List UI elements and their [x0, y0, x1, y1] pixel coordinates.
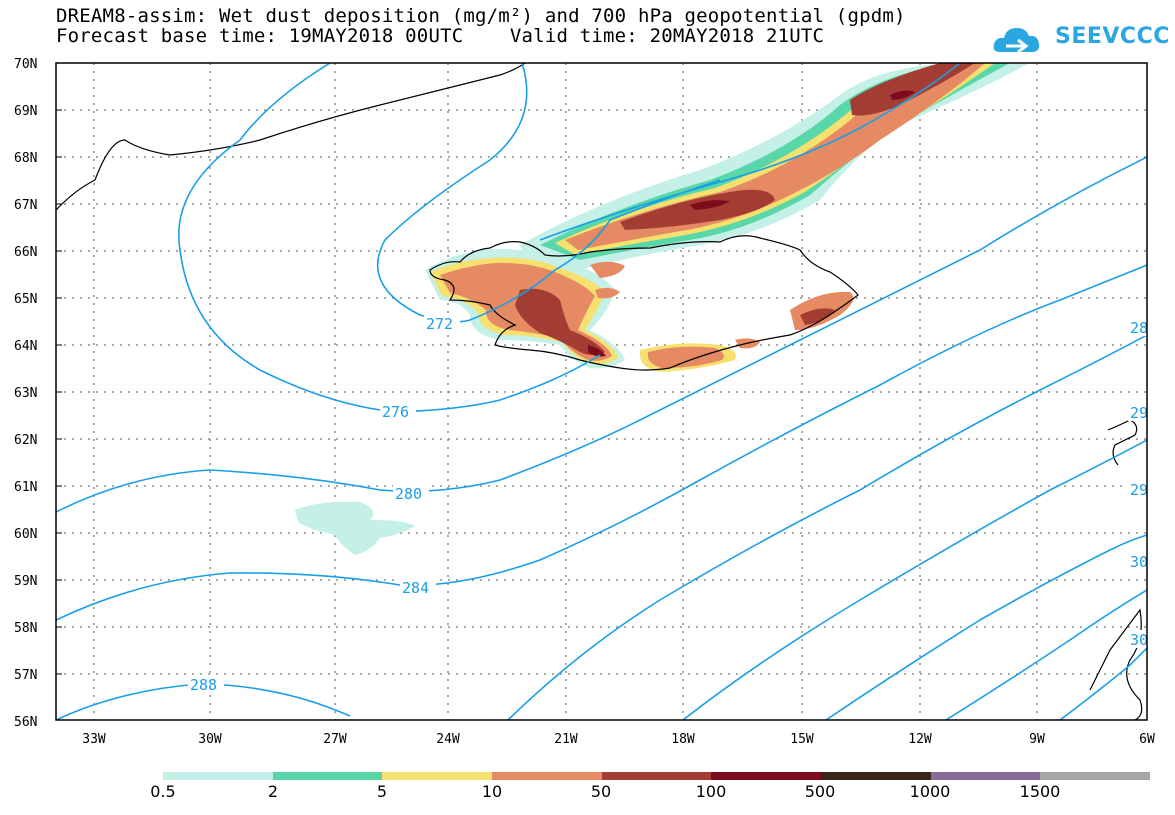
contour-label: 272 — [426, 315, 453, 333]
lat-label: 62N — [14, 433, 37, 448]
lon-label: 6W — [1139, 732, 1155, 747]
legend-swatch — [1040, 772, 1151, 780]
lon-label: 24W — [436, 732, 460, 747]
contour-label: 29 — [1130, 404, 1148, 422]
graticule — [56, 63, 1147, 720]
forecast-time-line: Forecast base time: 19MAY2018 00UTC Vali… — [56, 25, 825, 47]
lat-label: 64N — [14, 339, 37, 354]
lat-label: 57N — [14, 668, 37, 683]
legend-swatch — [382, 772, 493, 780]
legend-label: 100 — [695, 782, 727, 801]
contour-label: 280 — [395, 485, 422, 503]
chart-title: DREAM8-assim: Wet dust deposition (mg/m²… — [56, 5, 906, 27]
lon-label: 27W — [323, 732, 347, 747]
legend-swatch — [821, 772, 931, 780]
lon-label: 15W — [790, 732, 814, 747]
color-legend — [163, 772, 1151, 780]
lat-label: 67N — [14, 198, 37, 213]
legend-swatch — [601, 772, 712, 780]
lat-label: 63N — [14, 386, 37, 401]
lat-label: 66N — [14, 245, 37, 260]
legend-swatch — [492, 772, 602, 780]
lon-label: 30W — [198, 732, 222, 747]
legend-label: 10 — [481, 782, 503, 801]
lon-label: 9W — [1029, 732, 1045, 747]
contour-label: 28 — [1130, 319, 1148, 337]
contour-label: 30 — [1130, 553, 1148, 571]
lat-label: 70N — [14, 57, 37, 72]
legend-swatch — [163, 772, 273, 780]
lon-label: 18W — [671, 732, 695, 747]
legend-swatch — [930, 772, 1041, 780]
legend-label: 1500 — [1019, 782, 1061, 801]
lat-label: 59N — [14, 574, 37, 589]
legend-label: 2 — [267, 782, 279, 801]
contour-label: 30 — [1130, 631, 1148, 649]
lat-label: 56N — [14, 715, 37, 730]
lat-label: 65N — [14, 292, 37, 307]
legend-swatch — [272, 772, 383, 780]
legend-swatch — [711, 772, 822, 780]
lat-label: 60N — [14, 527, 37, 542]
geopotential-contours — [56, 63, 1147, 720]
contour-label: 29 — [1130, 481, 1148, 499]
lon-label: 21W — [554, 732, 578, 747]
legend-label: 0.5 — [150, 782, 176, 801]
legend-label: 50 — [590, 782, 612, 801]
lat-label: 61N — [14, 480, 37, 495]
dust-deposition-field — [295, 63, 1030, 555]
lon-label: 12W — [908, 732, 932, 747]
legend-label: 500 — [804, 782, 836, 801]
logo-text: SEEVCCC — [1055, 24, 1170, 49]
contour-label: 288 — [190, 676, 217, 694]
legend-label: 5 — [376, 782, 388, 801]
contour-label: 276 — [382, 403, 409, 421]
legend-label: 1000 — [909, 782, 951, 801]
lon-label: 33W — [82, 732, 106, 747]
lat-label: 58N — [14, 621, 37, 636]
cloud-logo-icon — [993, 28, 1040, 54]
lat-label: 69N — [14, 104, 37, 119]
lat-label: 68N — [14, 151, 37, 166]
contour-label: 284 — [402, 579, 429, 597]
